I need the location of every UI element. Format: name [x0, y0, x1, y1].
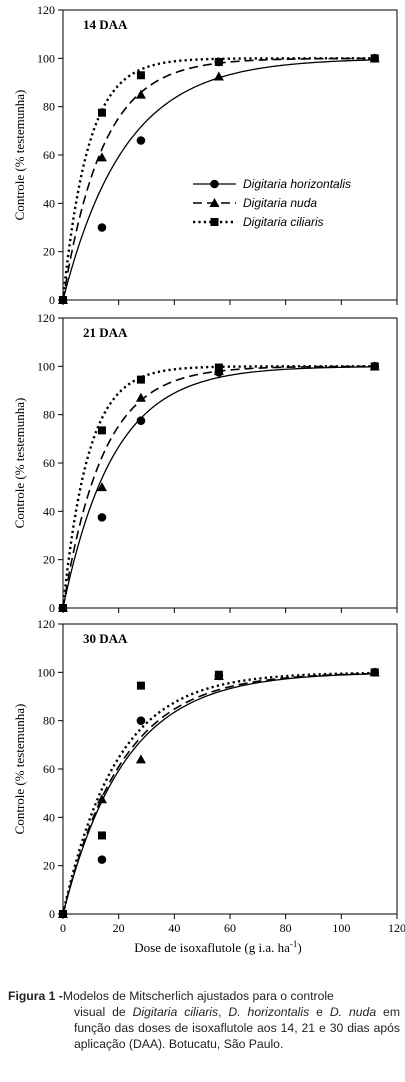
y-axis-title: Controle (% testemunha) [12, 90, 27, 221]
x-axis-title-sup: -1 [290, 939, 298, 949]
data-point-square [214, 57, 223, 66]
fit-curve-circle [62, 366, 375, 609]
caption-text-6: 14, 21 e 30 dias após aplicação (DAA). B… [74, 1021, 400, 1051]
y-tick-label: 120 [37, 3, 55, 17]
panel-title: 21 DAA [83, 325, 128, 340]
caption-text-4: e [309, 1005, 323, 1019]
y-tick-label: 0 [49, 907, 55, 921]
fit-curve-square [61, 365, 375, 609]
data-point-circle [97, 223, 107, 232]
caption-species-1: Digitaria ciliaris [132, 1005, 219, 1019]
data-point-triangle [96, 152, 107, 162]
caption-species-2: D. horizontalis [228, 1005, 310, 1019]
plot-frame [62, 9, 398, 301]
x-tick-label: 60 [224, 921, 236, 935]
y-tick-label: 80 [43, 714, 55, 728]
legend-marker-circle [210, 179, 219, 189]
x-tick-label: 0 [60, 921, 66, 935]
y-tick-label: 60 [43, 456, 55, 470]
data-point-triangle [96, 794, 107, 804]
y-tick-label: 40 [43, 504, 55, 518]
x-tick-label: 40 [168, 921, 180, 935]
caption-text-5: em função das doses de isoxaflutole aos [74, 1005, 400, 1035]
caption-species-3: D. nuda [329, 1005, 377, 1019]
y-tick-label: 40 [43, 196, 55, 210]
data-point-square [370, 54, 379, 63]
data-point-square [214, 670, 223, 679]
plot-frame [62, 317, 398, 609]
data-point-triangle [135, 392, 146, 402]
legend-marker-triangle [209, 198, 220, 207]
y-tick-label: 100 [37, 359, 55, 373]
data-point-square [59, 910, 67, 918]
chart-panel-1: 0 20 40 60 80 100 120 14 DAA Controle (% testemu… [12, 3, 398, 307]
plot-frame [62, 623, 398, 915]
caption-text-7: São Paulo. [223, 1037, 284, 1051]
data-point-circle [97, 513, 107, 522]
data-point-square [370, 668, 379, 677]
y-tick-label: 120 [37, 617, 55, 631]
y-tick-label: 20 [43, 553, 55, 567]
caption-label: Figura 1 - [8, 989, 63, 1003]
x-tick-label: 80 [280, 921, 292, 935]
data-point-square [136, 71, 145, 80]
fit-curve-triangle [62, 672, 375, 915]
fit-curve-circle [62, 673, 375, 915]
data-point-square [59, 296, 67, 304]
legend-label: Digitaria ciliaris [243, 215, 324, 229]
chart-panel-3: 0 20 40 60 80 100 120 0 20 40 60 80 100 120 30 DAA Cont… [12, 617, 405, 955]
y-tick-label: 40 [43, 810, 55, 824]
x-tick-label: 20 [113, 921, 125, 935]
legend: Digitaria horizontalis Digitaria nuda Digi… [193, 177, 351, 229]
data-point-square [136, 681, 145, 690]
y-axis-title: Controle (% testemunha) [12, 704, 27, 835]
panel-title: 30 DAA [83, 631, 128, 646]
data-point-circle [136, 716, 146, 725]
y-tick-label: 80 [43, 100, 55, 114]
x-axis-title: Dose de isoxaflutole (g i.a. ha-1) [134, 939, 301, 955]
y-tick-label: 20 [43, 245, 55, 259]
data-point-circle [97, 855, 107, 864]
data-point-triangle [213, 71, 224, 81]
data-point-circle [136, 416, 146, 426]
data-point-triangle [135, 754, 146, 764]
data-point-square [136, 375, 145, 384]
caption-text-1: Modelos de Mitscherlich ajustados para o… [62, 989, 334, 1003]
caption-text-2: visual de [74, 1005, 133, 1019]
data-point-circle [136, 136, 146, 145]
y-tick-label: 0 [49, 601, 55, 615]
data-point-triangle [135, 89, 146, 99]
data-point-square [214, 363, 223, 372]
y-tick-label: 60 [43, 148, 55, 162]
figure-svg: 0 20 40 60 80 100 120 14 DAA Controle (% testemu… [12, 3, 405, 955]
x-axis-title-main: Dose de isoxaflutole (g i.a. ha [134, 940, 290, 955]
y-tick-label: 20 [43, 859, 55, 873]
x-axis-title-tail: ) [297, 940, 301, 955]
legend-label: Digitaria nuda [243, 196, 317, 210]
y-tick-label: 60 [43, 762, 55, 776]
data-point-square [59, 604, 67, 612]
data-point-square [97, 108, 106, 117]
data-point-triangle [96, 482, 107, 492]
y-tick-label: 100 [37, 51, 55, 65]
data-point-square [97, 426, 106, 435]
legend-label: Digitaria horizontalis [243, 177, 351, 191]
chart-panel-2: 0 20 40 60 80 100 120 21 DAA Controle (% testemu… [12, 311, 398, 615]
fit-curve-square [61, 671, 375, 915]
y-tick-label: 0 [49, 293, 55, 307]
y-tick-label: 80 [43, 408, 55, 422]
caption-text-3: , [218, 1005, 229, 1019]
x-tick-label: 120 [388, 921, 405, 935]
data-point-square [370, 362, 379, 371]
y-axis-title: Controle (% testemunha) [12, 398, 27, 529]
panel-title: 14 DAA [83, 17, 128, 32]
y-tick-label: 100 [37, 665, 55, 679]
figure-caption: Figura 1 - Modelos de Mitscherlich ajust… [8, 988, 400, 1052]
y-tick-label: 120 [37, 311, 55, 325]
x-tick-label: 100 [332, 921, 350, 935]
legend-marker-square [210, 218, 219, 226]
data-point-square [97, 831, 106, 840]
